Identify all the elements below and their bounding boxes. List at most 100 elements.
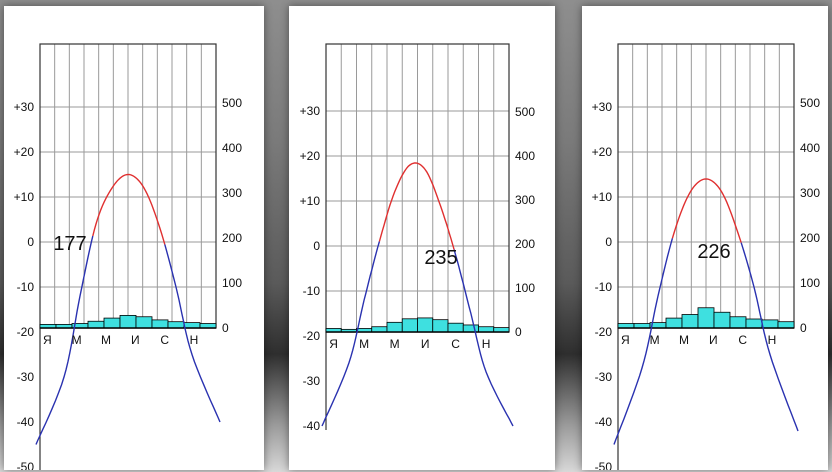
temp-tick-label: +30 [300,104,321,118]
precip-bar [432,319,449,333]
temp-tick-label: +10 [300,194,321,208]
precip-tick-label: 0 [800,321,807,335]
month-label: М [101,333,111,347]
month-label: Н [482,337,491,351]
precip-bar [462,324,479,333]
precip-bar [103,317,121,329]
climate-panel-1: +30 +20 +10 0 -10 -20 -30 -40 -50 500 400 300 200 100… [4,6,264,470]
precip-tick-label: 100 [800,276,820,290]
precip-bar [151,319,169,329]
temp-tick-label: +30 [592,100,613,114]
temperature-line-cold [164,244,221,423]
temperature-line-warm [92,173,166,245]
temp-tick-label: -20 [17,325,35,339]
month-label: Я [43,333,52,347]
precip-tick-label: 500 [222,96,242,110]
temperature-line-warm [671,178,742,243]
precip-tick-label: 100 [222,276,242,290]
temp-tick-label: -40 [303,419,321,433]
temperature-line-cold [453,249,514,427]
precip-tick-label: 200 [222,231,242,245]
month-label: С [738,333,747,347]
precip-tick-label: 200 [515,237,535,251]
month-label: М [390,337,400,351]
temp-tick-label: +20 [592,145,613,159]
precip-bar [777,321,795,329]
precip-tick-label: 300 [800,186,820,200]
temp-tick-label: +30 [14,100,35,114]
precipitation-total: 177 [53,233,86,255]
temp-tick-label: -40 [595,415,613,429]
temp-tick-label: -10 [595,280,613,294]
precip-tick-label: 100 [515,281,535,295]
precip-tick-label: 0 [222,321,229,335]
precip-bar [183,322,201,329]
climate-panel-2: +30 +20 +10 0 -10 -20 -30 -40 500 400 300 200 100 0 Я М… [289,6,555,470]
temp-tick-label: -30 [303,374,321,388]
precip-tick-label: 0 [515,325,522,339]
precip-bar [681,314,699,329]
precip-bar [119,314,137,329]
climate-diagram-1: +30 +20 +10 0 -10 -20 -30 -40 -50 500 400 300 200 100… [14,43,242,470]
temp-tick-label: -10 [17,280,35,294]
precip-bar [745,318,763,329]
month-label: И [709,333,718,347]
precip-bar [135,316,153,329]
temp-tick-label: 0 [27,235,34,249]
month-label: Я [621,333,630,347]
precip-tick-label: 400 [222,141,242,155]
temp-tick-label: -20 [595,325,613,339]
month-label: И [421,337,430,351]
precipitation-total: 226 [697,241,730,263]
month-label: М [650,333,660,347]
month-label: С [160,333,169,347]
precip-tick-label: 200 [800,231,820,245]
temp-tick-label: +10 [14,190,35,204]
temp-tick-label: -50 [17,460,35,470]
precip-tick-label: 500 [800,96,820,110]
precip-bar [478,326,495,333]
precip-bar [761,319,779,329]
precip-tick-label: 300 [222,186,242,200]
temp-tick-label: +20 [300,149,321,163]
precip-bar [167,321,185,329]
precip-bar [729,316,747,329]
precip-bar [713,311,731,329]
temperature-line-cold [321,241,381,427]
month-label: М [359,337,369,351]
precip-bar [87,320,105,329]
precip-tick-label: 300 [515,193,535,207]
month-label: Я [329,337,338,351]
precip-bar [697,307,715,329]
temp-tick-label: -40 [17,415,35,429]
month-label: Н [768,333,777,347]
temp-tick-label: -50 [595,460,613,470]
climate-panel-3: +30 +20 +10 0 -10 -20 -30 -40 -50 500 400 300 200 100… [582,6,828,470]
climate-diagram-3: +30 +20 +10 0 -10 -20 -30 -40 -50 500 400 300 200 100… [592,43,820,470]
temp-tick-label: +20 [14,145,35,159]
precip-bar [417,317,434,333]
temperature-line-cold [740,242,799,432]
month-label: С [451,337,460,351]
month-label: И [131,333,140,347]
precip-bar [665,317,683,329]
temp-tick-label: -10 [303,284,321,298]
precip-bar [447,322,464,333]
month-label: М [679,333,689,347]
precip-bar [401,318,418,333]
precip-tick-label: 500 [515,105,535,119]
temp-tick-label: -20 [303,329,321,343]
temperature-line-cold [613,238,674,445]
precip-bar [386,321,403,333]
temperature-line-warm [378,162,455,250]
temperature-line-cold [35,235,94,445]
temp-tick-label: +10 [592,190,613,204]
climate-diagram-2: +30 +20 +10 0 -10 -20 -30 -40 500 400 300 200 100 0 Я М… [300,43,535,433]
precipitation-total: 235 [424,247,457,269]
temp-tick-label: -30 [17,370,35,384]
temp-tick-label: 0 [605,235,612,249]
month-label: М [72,333,82,347]
temp-tick-label: 0 [313,239,320,253]
precip-bar [371,326,388,333]
temp-tick-label: -30 [595,370,613,384]
